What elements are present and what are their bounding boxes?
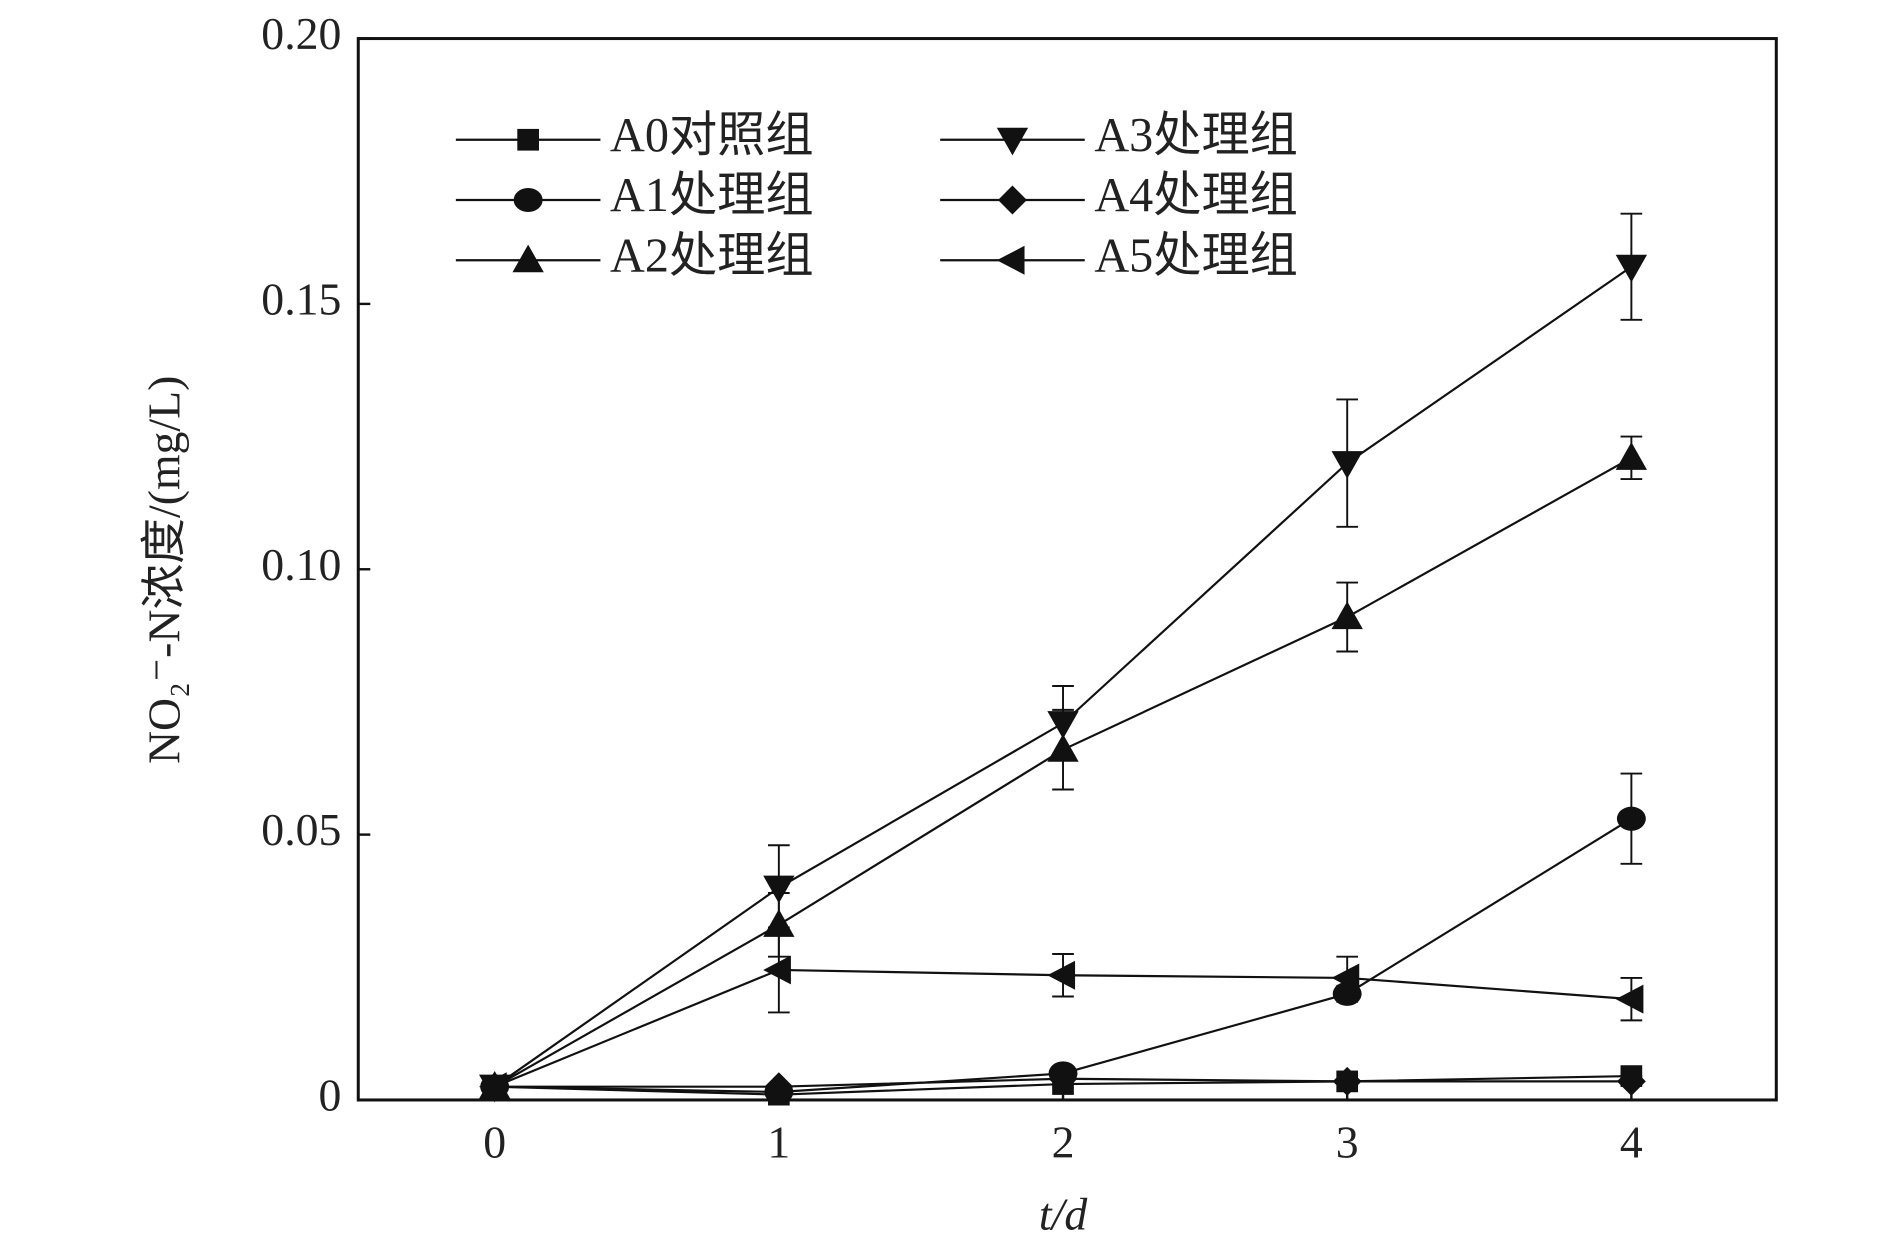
marker bbox=[1048, 1064, 1078, 1094]
legend-marker bbox=[996, 127, 1029, 156]
marker bbox=[1331, 963, 1360, 993]
marker bbox=[479, 1072, 507, 1102]
y-axis-label: NO₂⁻-N浓度/(mg/L) bbox=[139, 376, 190, 764]
y-tick-label: 0.10 bbox=[261, 539, 341, 590]
y-tick-label: 0.20 bbox=[261, 8, 341, 59]
legend-label: A4处理组 bbox=[1094, 169, 1297, 222]
y-tick-label: 0.15 bbox=[261, 273, 341, 324]
legend-label: A3处理组 bbox=[1094, 109, 1297, 162]
y-tick-label: 0.05 bbox=[261, 804, 341, 855]
legend-label: A5处理组 bbox=[1094, 229, 1297, 282]
marker bbox=[1615, 254, 1648, 283]
marker bbox=[1332, 1066, 1362, 1096]
marker bbox=[1331, 601, 1363, 630]
y-tick-label: 0 bbox=[319, 1069, 342, 1120]
marker bbox=[1047, 960, 1076, 990]
legend-label: A2处理组 bbox=[610, 229, 813, 282]
plot-frame bbox=[356, 37, 1778, 1102]
legend-label: A0对照组 bbox=[610, 109, 813, 162]
legend-marker bbox=[998, 185, 1027, 215]
marker bbox=[1616, 806, 1646, 831]
marker bbox=[1331, 451, 1363, 479]
marker bbox=[763, 955, 791, 985]
marker bbox=[1616, 1066, 1646, 1096]
x-tick-label: 3 bbox=[1336, 1116, 1359, 1167]
x-axis-label: t/d bbox=[1039, 1189, 1087, 1240]
x-tick-label: 0 bbox=[483, 1116, 506, 1167]
x-tick-label: 4 bbox=[1620, 1116, 1643, 1167]
legend-marker bbox=[513, 187, 543, 213]
marker bbox=[1047, 711, 1079, 739]
marker bbox=[763, 875, 795, 904]
x-tick-label: 2 bbox=[1052, 1116, 1075, 1167]
legend-marker bbox=[996, 245, 1025, 275]
marker bbox=[1615, 442, 1648, 470]
marker bbox=[1615, 984, 1644, 1014]
legend-marker bbox=[517, 128, 539, 151]
x-tick-label: 1 bbox=[767, 1116, 790, 1167]
legend-label: A1处理组 bbox=[610, 169, 813, 222]
legend-marker bbox=[512, 244, 544, 273]
